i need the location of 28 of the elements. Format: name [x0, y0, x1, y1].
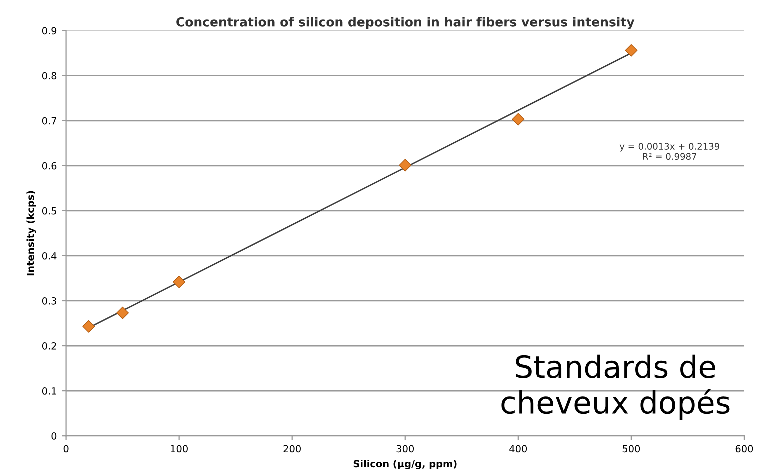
- y-tick-label: 0.5: [42, 207, 56, 215]
- point: [625, 44, 638, 57]
- y-tick-label: 0.9: [42, 27, 57, 35]
- x-tick-label: 100: [171, 445, 188, 453]
- annotation: y = 0.0013x + 0.2139 R² = 0.9987: [620, 143, 720, 160]
- y-tick-label: 0.4: [42, 252, 57, 260]
- x-tick-label: 500: [622, 445, 640, 453]
- x-tick-label: 600: [736, 445, 754, 453]
- y-tick-label: 0.1: [42, 388, 56, 395]
- point: [512, 113, 525, 126]
- point: [173, 276, 186, 288]
- point: [116, 306, 130, 320]
- annotation: Standards de cheveux dopés: [502, 354, 730, 420]
- point: [82, 320, 96, 333]
- y-tick-label: 0.3: [42, 297, 56, 305]
- x-axis-title: Silicon (µg/g, ppm): [354, 460, 457, 470]
- x-tick-label: 400: [510, 445, 528, 453]
- y-tick-label: 0.2: [42, 342, 56, 350]
- y-tick-label: 0.7: [42, 117, 56, 125]
- x-tick-label: 300: [396, 445, 414, 453]
- y-tick-label: 0.8: [42, 72, 57, 80]
- x-tick-label: 0: [64, 445, 69, 453]
- y-tick-label: 0: [52, 432, 57, 440]
- y-axis-title: Intensity (kcps): [26, 191, 36, 276]
- y-tick-label: 0.6: [42, 162, 57, 170]
- chart-title: Concentration of silicon deposition in hair fibers versus intensity: [176, 17, 635, 30]
- x-tick-label: 200: [284, 445, 301, 453]
- point: [399, 159, 412, 172]
